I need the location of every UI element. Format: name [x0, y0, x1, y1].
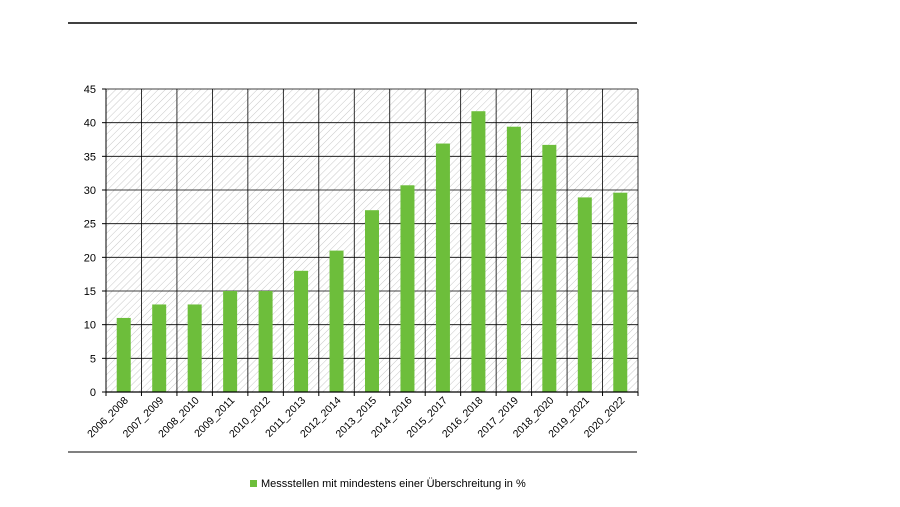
y-tick-label: 25 — [84, 219, 96, 231]
bar-2007_2009 — [152, 304, 167, 392]
bars — [116, 111, 628, 392]
bar-2010_2012 — [258, 291, 273, 392]
y-tick-labels: 0 5 10 15 20 25 30 35 40 45 — [84, 84, 96, 399]
bar-2008_2010 — [187, 304, 202, 392]
bar-2020_2022 — [613, 192, 628, 392]
bar-2011_2013 — [294, 270, 309, 392]
bar-2009_2011 — [223, 291, 238, 392]
bar-2016_2018 — [471, 111, 486, 392]
bar-2006_2008 — [116, 317, 131, 392]
bar-2012_2014 — [329, 250, 344, 392]
x-tick-labels: 2006_20082007_20092008_20102009_20112010… — [85, 395, 627, 441]
bar-2017_2019 — [506, 126, 521, 392]
legend-swatch — [250, 480, 257, 487]
bar-2015_2017 — [435, 143, 450, 392]
y-tick-label: 45 — [84, 84, 96, 96]
legend: Messstellen mit mindestens einer Übersch… — [250, 478, 526, 490]
y-tick-label: 35 — [84, 151, 96, 163]
y-tick-label: 5 — [90, 353, 96, 365]
legend-label: Messstellen mit mindestens einer Übersch… — [261, 478, 526, 490]
y-tick-label: 20 — [84, 252, 96, 264]
bar-2019_2021 — [577, 197, 592, 392]
axes — [102, 88, 639, 396]
bar-2014_2016 — [400, 185, 415, 392]
bar-2013_2015 — [365, 210, 379, 392]
y-tick-label: 40 — [84, 118, 96, 130]
bar-2018_2020 — [542, 144, 557, 392]
y-tick-label: 15 — [84, 286, 96, 298]
y-tick-label: 0 — [90, 387, 96, 399]
y-tick-label: 30 — [84, 185, 96, 197]
y-tick-label: 10 — [84, 320, 96, 332]
